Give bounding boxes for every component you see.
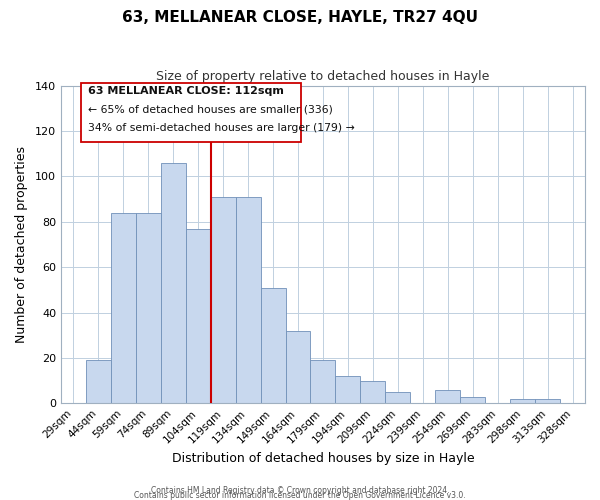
Bar xyxy=(510,399,535,404)
Bar xyxy=(236,197,260,404)
Y-axis label: Number of detached properties: Number of detached properties xyxy=(15,146,28,343)
Bar xyxy=(535,399,560,404)
Bar xyxy=(186,228,211,404)
Bar xyxy=(310,360,335,404)
Text: 63, MELLANEAR CLOSE, HAYLE, TR27 4QU: 63, MELLANEAR CLOSE, HAYLE, TR27 4QU xyxy=(122,10,478,25)
Title: Size of property relative to detached houses in Hayle: Size of property relative to detached ho… xyxy=(156,70,490,83)
Bar xyxy=(361,380,385,404)
X-axis label: Distribution of detached houses by size in Hayle: Distribution of detached houses by size … xyxy=(172,452,474,465)
Bar xyxy=(286,330,310,404)
Bar xyxy=(211,197,236,404)
Text: 63 MELLANEAR CLOSE: 112sqm: 63 MELLANEAR CLOSE: 112sqm xyxy=(88,86,284,96)
Text: Contains HM Land Registry data © Crown copyright and database right 2024.: Contains HM Land Registry data © Crown c… xyxy=(151,486,449,495)
Bar xyxy=(111,212,136,404)
FancyBboxPatch shape xyxy=(81,84,301,142)
Bar xyxy=(136,212,161,404)
Bar xyxy=(460,396,485,404)
Text: Contains public sector information licensed under the Open Government Licence v3: Contains public sector information licen… xyxy=(134,491,466,500)
Bar xyxy=(86,360,111,404)
Bar xyxy=(385,392,410,404)
Bar xyxy=(335,376,361,404)
Bar xyxy=(161,162,186,404)
Bar xyxy=(260,288,286,404)
Text: ← 65% of detached houses are smaller (336): ← 65% of detached houses are smaller (33… xyxy=(88,105,333,115)
Bar xyxy=(435,390,460,404)
Text: 34% of semi-detached houses are larger (179) →: 34% of semi-detached houses are larger (… xyxy=(88,123,355,133)
